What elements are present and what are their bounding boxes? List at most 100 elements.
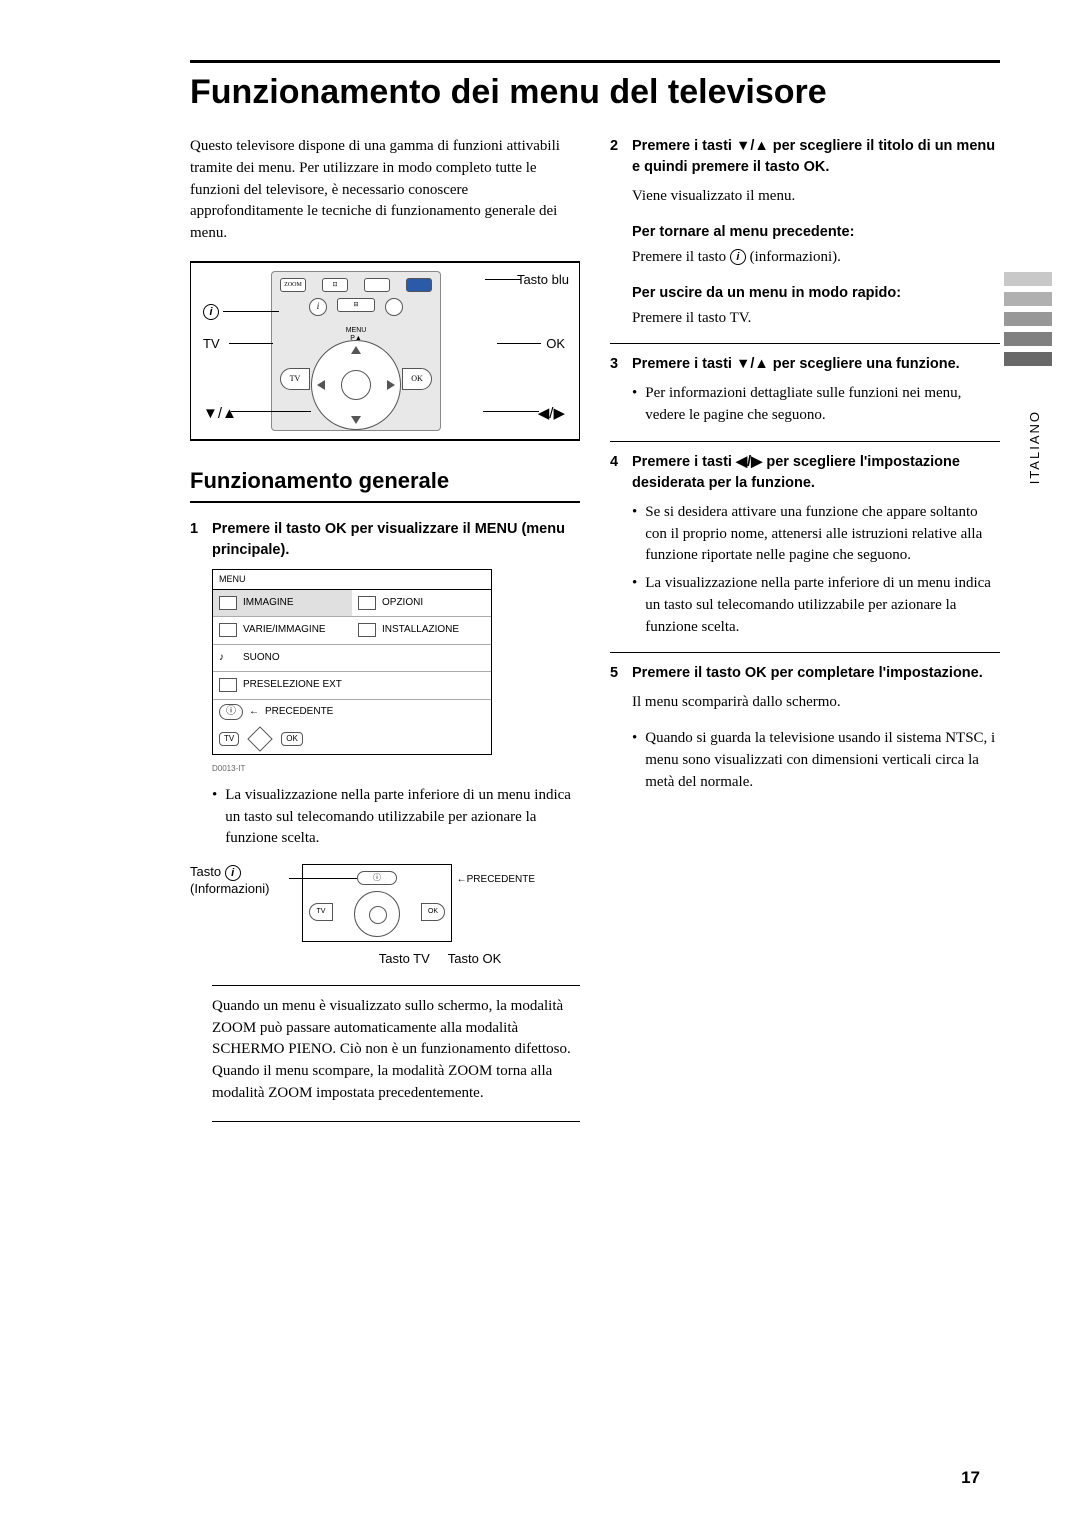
page-number: 17: [961, 1468, 980, 1488]
menu-item-opzioni: OPZIONI: [352, 590, 491, 617]
return-head: Per tornare al menu precedente:: [632, 222, 1000, 243]
remote-btn: [364, 278, 390, 292]
label-left-right: ◀/▶: [538, 403, 565, 425]
mr-tv-btn: TV: [309, 903, 333, 921]
tab-bar: [1004, 352, 1052, 366]
bullet-text: Per informazioni dettagliate sulle funzi…: [645, 383, 1000, 427]
step-number: 1: [190, 519, 202, 561]
remote-btn: ⊟: [337, 298, 375, 312]
tab-bars: [1004, 272, 1052, 372]
menu-label: IMMAGINE: [243, 596, 294, 611]
remote-btn-blue: [406, 278, 432, 292]
menu-footer: ⓘ ← PRECEDENTE: [213, 700, 491, 725]
menu-label: OPZIONI: [382, 596, 423, 611]
right-column: 2 Premere i tasti ▼/▲ per scegliere il t…: [610, 136, 1000, 1132]
step-body: Premere i tasti ▼/▲ per scegliere il tit…: [632, 136, 1000, 178]
tab-bar: [1004, 292, 1052, 306]
info-icon-label: i: [203, 303, 219, 322]
step-number: 4: [610, 452, 622, 494]
mini-remote-wrap: Tasto i (Informazioni) ⓘ TV OK ←PRECEDEN…: [190, 864, 580, 942]
mini-remote-diagram: ⓘ TV OK ←PRECEDENTE: [302, 864, 452, 942]
mr-dpad: [354, 891, 400, 937]
language-tab: ITALIANO: [1027, 410, 1042, 484]
step-body: Premere il tasto OK per completare l'imp…: [632, 663, 1000, 684]
mr-ok-btn: OK: [421, 903, 445, 921]
step-number: 2: [610, 136, 622, 178]
remote-diagram: ZOOM ⊡ i ⊟ MENU P▲ P▼ TV OK: [190, 261, 580, 441]
exit-body: Premere il tasto TV.: [632, 308, 1000, 330]
exit-head: Per uscire da un menu in modo rapido:: [632, 283, 1000, 304]
label-down-up: ▼/▲: [203, 403, 237, 425]
step-body: Premere il tasto OK per visualizzare il …: [212, 519, 580, 561]
menu-label: VARIE/IMMAGINE: [243, 623, 326, 638]
left-column: Questo televisore dispone di una gamma d…: [190, 136, 580, 1132]
remote-btn: ZOOM: [280, 278, 306, 292]
remote-btn: ⊡: [322, 278, 348, 292]
remote-body: ZOOM ⊡ i ⊟ MENU P▲ P▼ TV OK: [271, 271, 441, 431]
tasto-ok-label: Tasto OK: [448, 950, 501, 969]
menu-item-preselezione: PRESELEZIONE EXT: [213, 672, 491, 699]
info-btn-icon: i: [309, 298, 327, 316]
bullet-mark: •: [632, 383, 637, 427]
dpad: [311, 340, 401, 430]
bullet-text: La visualizzazione nella parte inferiore…: [645, 573, 1000, 638]
bullet-mark: •: [632, 502, 637, 567]
step3-head: 3 Premere i tasti ▼/▲ per scegliere una …: [610, 354, 1000, 375]
bullet-text: Quando si guarda la televisione usando i…: [645, 728, 1000, 793]
label-text: Tasto: [190, 864, 221, 879]
menu-header: MENU: [213, 570, 491, 590]
menu-item-varie: VARIE/IMMAGINE: [213, 617, 352, 644]
page-title: Funzionamento dei menu del televisore: [190, 60, 1000, 112]
tab-bar: [1004, 332, 1052, 346]
step5-bullet-wrap: • Quando si guarda la televisione usando…: [632, 728, 1000, 793]
return-body: Premere il tasto i (informazioni).: [632, 247, 1000, 269]
menu-label: SUONO: [243, 651, 280, 666]
mini-bottom-labels: Tasto TV Tasto OK: [300, 950, 580, 969]
step3-bullet-wrap: • Per informazioni dettagliate sulle fun…: [632, 383, 1000, 427]
label-tasto-blu: Tasto blu: [517, 271, 569, 290]
menu-label: PRESELEZIONE EXT: [243, 678, 342, 693]
label-text: (Informazioni): [190, 881, 269, 896]
bullet-mark: •: [212, 785, 217, 850]
mr-precedente-label: ←PRECEDENTE: [457, 873, 535, 888]
step1-head: 1 Premere il tasto OK per visualizzare i…: [190, 519, 580, 561]
content-columns: Questo televisore dispone di una gamma d…: [190, 136, 1000, 1132]
step1-bullet: • La visualizzazione nella parte inferio…: [212, 785, 580, 850]
bullet-text: La visualizzazione nella parte inferiore…: [225, 785, 580, 850]
tasto-tv-label: Tasto TV: [379, 950, 430, 969]
tab-bar: [1004, 272, 1052, 286]
step2-body: Viene visualizzato il menu.: [632, 186, 1000, 208]
menu-footer-2: TV OK: [213, 724, 491, 754]
step4-bullets: • Se si desidera attivare una funzione c…: [632, 502, 1000, 639]
step-body: Premere i tasti ▼/▲ per scegliere una fu…: [632, 354, 1000, 375]
menu-precedente-label: PRECEDENTE: [265, 705, 333, 720]
menu-item-suono: ♪SUONO: [213, 645, 352, 672]
label-ok: OK: [546, 335, 565, 354]
step-number: 5: [610, 663, 622, 684]
menu-label: INSTALLAZIONE: [382, 623, 459, 638]
step5-body: Il menu scomparirà dallo schermo.: [632, 692, 1000, 714]
menu-screenshot: MENU IMMAGINE OPZIONI VARIE/IMMAGINE INS…: [212, 569, 492, 756]
intro-text: Questo televisore dispone di una gamma d…: [190, 136, 580, 245]
step2-head: 2 Premere i tasti ▼/▲ per scegliere il t…: [610, 136, 1000, 178]
step4-head: 4 Premere i tasti ◀/▶ per scegliere l'im…: [610, 452, 1000, 494]
bullet-mark: •: [632, 573, 637, 638]
menu-item-installazione: INSTALLAZIONE: [352, 617, 491, 644]
bullet-text: Se si desidera attivare una funzione che…: [645, 502, 1000, 567]
diagram-code: D0013-IT: [212, 763, 580, 775]
mr-info-btn: ⓘ: [357, 871, 397, 885]
tab-bar: [1004, 312, 1052, 326]
section-title: Funzionamento generale: [190, 465, 580, 503]
step5-head: 5 Premere il tasto OK per completare l'i…: [610, 663, 1000, 684]
ok-side-btn: OK: [402, 368, 432, 390]
step-body: Premere i tasti ◀/▶ per scegliere l'impo…: [632, 452, 1000, 494]
tasto-info-label: Tasto i (Informazioni): [190, 864, 290, 898]
bullet-mark: •: [632, 728, 637, 793]
label-tv: TV: [203, 335, 220, 354]
tv-side-btn: TV: [280, 368, 310, 390]
zoom-note: Quando un menu è visualizzato sullo sche…: [212, 996, 580, 1105]
step-number: 3: [610, 354, 622, 375]
menu-empty: [352, 645, 491, 672]
remote-btn-circle: [385, 298, 403, 316]
menu-item-immagine: IMMAGINE: [213, 590, 352, 617]
